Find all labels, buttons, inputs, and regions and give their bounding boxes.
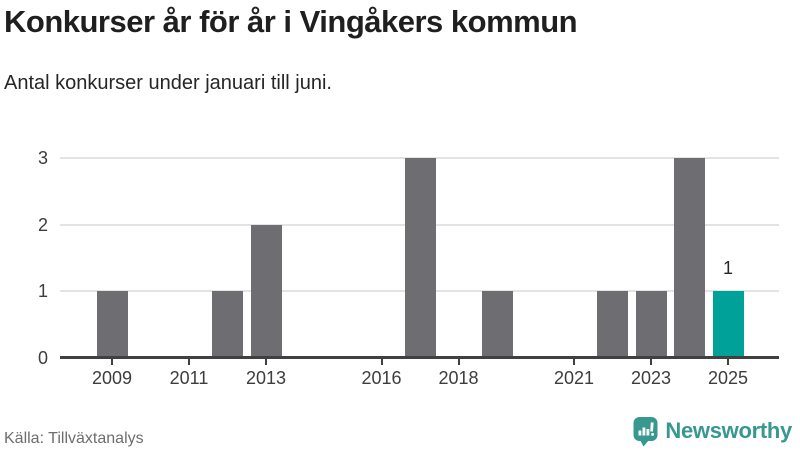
x-axis-tick-mark xyxy=(573,359,575,365)
page-title: Konkurser år för år i Vingåkers kommun xyxy=(4,4,578,39)
x-axis-tick-mark xyxy=(380,359,383,365)
y-axis-tick-label: 0 xyxy=(37,347,48,368)
bar-2025 xyxy=(712,290,744,358)
x-axis-tick-label: 2018 xyxy=(438,368,479,388)
bar-2023 xyxy=(635,290,667,358)
x-axis-tick-label: 2025 xyxy=(707,368,749,388)
x-axis-tick-label: 2013 xyxy=(245,368,287,388)
bar-2017 xyxy=(404,157,436,358)
y-axis-tick-label: 3 xyxy=(37,148,48,168)
source-note: Källa: Tillväxtanalys xyxy=(4,430,144,447)
newsworthy-logo-icon xyxy=(633,416,658,447)
bar-2013 xyxy=(250,224,282,358)
x-axis-tick-label: 2021 xyxy=(553,368,595,388)
bar-2019 xyxy=(481,290,513,358)
bar-2009 xyxy=(96,290,128,358)
x-axis-tick-mark xyxy=(265,359,267,365)
x-axis-tick-mark xyxy=(727,359,729,365)
x-axis-tick-mark xyxy=(188,359,190,365)
x-axis-tick-mark xyxy=(650,359,652,365)
brand-name: Newsworthy xyxy=(665,418,792,443)
highlight-value-label: 1 xyxy=(722,258,733,278)
bar-2012 xyxy=(212,290,243,358)
brand-footer: Newsworthy xyxy=(633,414,792,448)
bar-2024 xyxy=(674,157,705,358)
chart-subtitle: Antal konkurser under januari till juni. xyxy=(4,72,332,94)
x-axis-line xyxy=(60,356,779,359)
x-axis-tick-label: 2016 xyxy=(361,368,402,388)
y-axis-tick-label: 2 xyxy=(37,214,48,235)
x-axis-tick-mark xyxy=(111,359,113,365)
bar-2022 xyxy=(597,290,628,358)
x-axis-tick-label: 2011 xyxy=(169,368,209,388)
x-axis-tick-label: 2023 xyxy=(630,368,672,388)
y-axis-tick-label: 1 xyxy=(37,281,48,301)
x-axis-tick-label: 2009 xyxy=(91,368,133,388)
x-axis-tick-mark xyxy=(457,359,460,365)
